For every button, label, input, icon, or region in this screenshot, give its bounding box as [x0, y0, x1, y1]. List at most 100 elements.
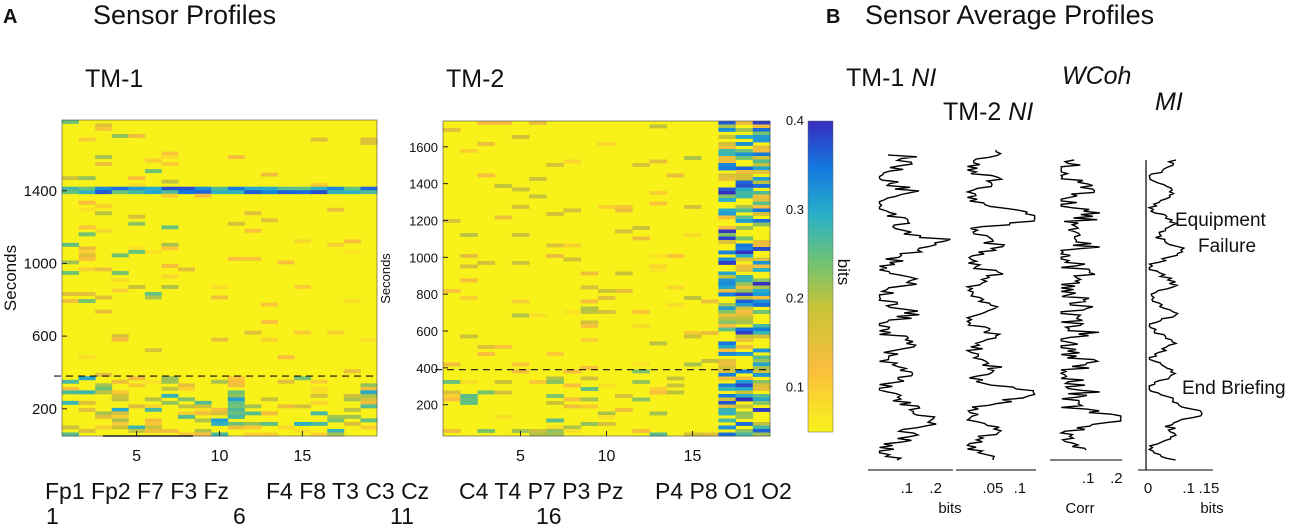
tm2-heatmap-cell — [735, 205, 754, 209]
tm2-heatmap-cell — [701, 432, 719, 437]
tm2-heatmap-cell — [752, 327, 771, 332]
tm1-heatmap-cell — [277, 355, 295, 360]
tm1-heatmap-cell — [144, 348, 162, 353]
tm2-heatmap-cell — [752, 124, 771, 129]
tm2-heatmap-cell — [529, 313, 547, 318]
tm2-heatmap-cell — [632, 163, 650, 167]
tm2-heatmap-cell — [511, 205, 530, 209]
tm2-heatmap-cell — [511, 299, 530, 304]
tm1-heatmap-cell — [161, 179, 179, 184]
tm2-heatmap-ylabel: Seconds — [378, 253, 393, 304]
tm2-heatmap-cell — [511, 369, 530, 374]
tm1-heatmap-xtick-label: 5 — [132, 448, 141, 465]
tm1-heatmap-cell — [95, 204, 113, 209]
tm1-heatmap-cell — [310, 190, 328, 195]
tm2-heatmap-cell — [735, 345, 754, 349]
tm1-heatmap-cell — [277, 404, 295, 409]
tm2-heatmap-cell — [718, 212, 736, 216]
tm1-heatmap-cell — [360, 383, 378, 388]
tm1-heatmap-cell — [327, 207, 345, 212]
tm1-heatmap-cell — [144, 158, 162, 163]
tm2-heatmap-cell — [649, 159, 668, 164]
tm2-heatmap-cell — [529, 121, 547, 125]
tm1-heatmap-cell — [111, 337, 129, 342]
tm1-heatmap-cell — [95, 309, 113, 314]
tm2-heatmap-cell — [477, 352, 496, 356]
tm1-heatmap-cell — [128, 249, 146, 254]
tm2-heatmap-cell — [666, 383, 685, 388]
tm2-heatmap-cell — [718, 289, 736, 293]
tm1-heatmap-cell — [178, 397, 196, 402]
tm1-heatmap-cell — [343, 249, 361, 254]
tm2-heatmap-cell — [597, 415, 616, 419]
tm2-heatmap-cell — [580, 299, 599, 304]
tm2-heatmap-cell — [443, 289, 461, 293]
tm1-heatmap-cell — [343, 407, 361, 412]
tm2-heatmap-cell — [735, 250, 754, 255]
tm2-heatmap-ytick-label: 600 — [416, 324, 438, 339]
tm2-heatmap-cell — [718, 404, 736, 409]
tm2-heatmap-cell — [546, 429, 564, 433]
tm1-heatmap-cell — [161, 193, 179, 198]
tm1-heatmap-cell — [161, 274, 179, 279]
tm1-heatmap-cell — [244, 404, 262, 409]
tm2-heatmap-cell — [752, 261, 771, 265]
tm2-heatmap-cell — [546, 254, 564, 258]
tm2-heatmap-cell — [529, 380, 547, 384]
tm1-heatmap-cell — [211, 418, 229, 423]
tm2-heatmap-cell — [735, 219, 754, 223]
tm2-heatmap-cell — [752, 205, 771, 209]
tm1-heatmap-cell — [310, 137, 328, 142]
tm1-heatmap-cell — [227, 411, 245, 416]
tm2-heatmap-cell — [752, 289, 771, 293]
tm2-heatmap-cell — [735, 411, 754, 416]
tm2-heatmap-cell — [597, 411, 616, 416]
annotation-equipment: Equipment — [1175, 210, 1266, 231]
tm1-heatmap-cell — [260, 186, 278, 191]
tm1-heatmap-cell — [111, 253, 129, 258]
tm1-heatmap-cell — [310, 386, 328, 391]
tm2-heatmap-cell — [718, 341, 736, 346]
tm1-heatmap-cell — [161, 376, 179, 381]
tm1-heatmap-cell — [360, 186, 378, 191]
tm2-heatmap-cell — [632, 362, 650, 367]
channel-index-11: 11 — [390, 503, 414, 529]
tm2-heatmap-cell — [735, 121, 754, 125]
tm2-heatmap-cell — [718, 229, 736, 234]
tm2-heatmap-cell — [718, 261, 736, 265]
tm1-heatmap-cell — [128, 404, 146, 409]
tm2-heatmap-xtick-label: 5 — [516, 448, 525, 465]
tm1-heatmap-cell — [128, 246, 146, 251]
tm2-heatmap-cell — [718, 163, 736, 167]
tm1-heatmap-cell — [111, 390, 129, 395]
tm2-heatmap-cell — [683, 205, 702, 209]
tm1-heatmap-cell — [294, 190, 312, 195]
tm1-heatmap-cell — [327, 186, 345, 191]
tm2-heatmap-cell — [735, 254, 754, 258]
tm1-heatmap-cell — [360, 386, 378, 391]
tm1-heatmap-cell — [294, 428, 312, 433]
tm1-heatmap-ylabel: Seconds — [1, 245, 20, 311]
tm2-heatmap-cell — [546, 376, 564, 381]
tm2-heatmap-ytick-label: 1200 — [409, 213, 438, 228]
tm2-heatmap-cell — [477, 142, 496, 146]
tm1-heatmap-cell — [95, 228, 113, 233]
tm1-heatmap-cell — [128, 134, 146, 138]
tm1-heatmap-cell — [244, 425, 262, 430]
tm1-heatmap-cell — [360, 397, 378, 402]
tm2-heatmap-cell — [597, 296, 616, 300]
tm1-heatmap-cell — [111, 407, 129, 412]
mi-series — [1147, 159, 1203, 461]
tm2-heatmap-cell — [443, 128, 461, 132]
tm2-heatmap-cell — [735, 180, 754, 185]
tm1-heatmap-cell — [294, 330, 312, 335]
tm2-heatmap-cell — [597, 310, 616, 314]
tm1-heatmap-cell — [327, 242, 345, 247]
tm1-heatmap-cell — [95, 123, 113, 128]
tm2-heatmap-cell — [752, 387, 771, 391]
tm2-heatmap-cell — [752, 282, 771, 286]
tm2-heatmap-cell — [718, 306, 736, 311]
tm1-heatmap-cell — [161, 379, 179, 384]
tm2-heatmap-cell — [752, 348, 771, 353]
tm2-heatmap-cell — [666, 254, 685, 258]
